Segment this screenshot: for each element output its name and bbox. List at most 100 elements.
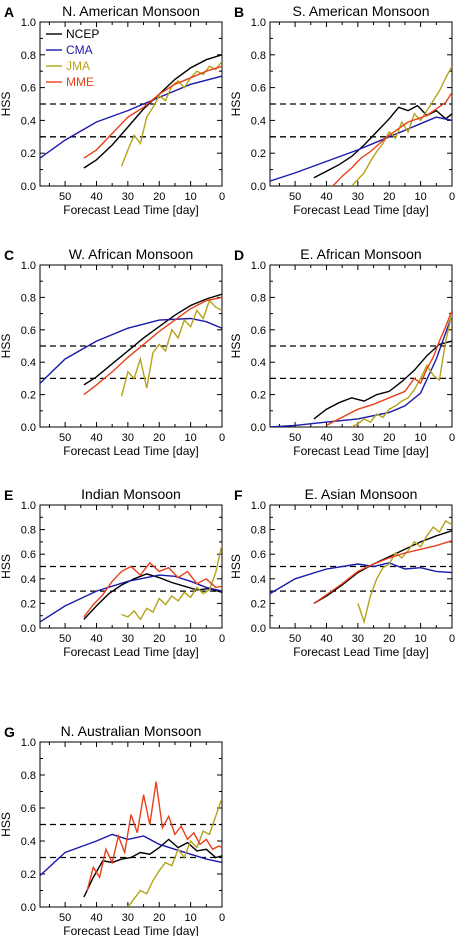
y-axis-label: HSS: [229, 554, 243, 579]
y-tick-label: 0.0: [21, 623, 36, 635]
y-tick-label: 0.2: [21, 148, 36, 160]
series-line-mme: [83, 65, 222, 159]
y-tick-label: 0.6: [21, 325, 36, 337]
y-tick-label: 1.0: [21, 737, 36, 749]
y-tick-label: 0.2: [21, 390, 36, 402]
y-tick-label: 0.8: [21, 770, 36, 782]
series-line-mme: [86, 781, 222, 891]
x-tick-label: 0: [219, 191, 225, 203]
series-line-cma: [40, 833, 222, 877]
panel-letter: D: [234, 247, 244, 263]
x-tick-label: 0: [219, 912, 225, 924]
panel-e: 0.0 0.2 0.4 0.6 0.8 1.0 50 40 30 20 10 0 Forecast Le…: [0, 486, 225, 659]
series-line-ncep: [313, 340, 452, 420]
x-tick-label: 30: [122, 191, 134, 203]
x-axis-label: Forecast Lead Time [day]: [293, 444, 428, 458]
series-line-mme: [332, 92, 452, 186]
y-tick-label: 0.0: [21, 422, 36, 434]
x-tick-label: 40: [90, 633, 102, 645]
x-tick-label: 50: [289, 633, 301, 645]
x-tick-label: 20: [383, 191, 395, 203]
panel-f: 0.0 0.2 0.4 0.6 0.8 1.0 50 40 30 20 10 0 Forecast Le…: [229, 486, 455, 659]
x-tick-label: 20: [153, 633, 165, 645]
y-tick-label: 0.4: [251, 574, 266, 586]
x-tick-label: 50: [59, 633, 71, 645]
x-tick-label: 50: [59, 912, 71, 924]
x-tick-label: 20: [153, 191, 165, 203]
series-line-cma: [40, 75, 222, 159]
x-tick-label: 0: [449, 191, 455, 203]
panel-letter: A: [4, 4, 14, 20]
x-tick-label: 10: [184, 912, 196, 924]
y-axis-label: HSS: [229, 334, 243, 359]
panel-b: 0.0 0.2 0.4 0.6 0.8 1.0 50 40 30 20 10 0 Forecast Le…: [229, 3, 455, 217]
y-tick-label: 0.2: [251, 148, 266, 160]
y-tick-label: 0.2: [21, 869, 36, 881]
series-line-jma: [127, 797, 222, 907]
panel-letter: C: [4, 247, 14, 263]
legend-label-ncep: NCEP: [66, 27, 99, 41]
x-axis-label: Forecast Lead Time [day]: [293, 203, 428, 217]
panel-letter: E: [4, 487, 13, 503]
panel-title: E. Asian Monsoon: [305, 486, 418, 502]
y-tick-label: 0.0: [251, 181, 266, 193]
x-tick-label: 40: [90, 191, 102, 203]
series-line-jma: [121, 544, 222, 621]
y-axis-label: HSS: [0, 334, 13, 359]
x-tick-label: 30: [122, 633, 134, 645]
series-line-mme: [313, 540, 452, 604]
y-tick-label: 0.0: [251, 422, 266, 434]
x-tick-label: 50: [289, 191, 301, 203]
series-line-cma: [270, 116, 452, 182]
x-tick-label: 30: [352, 633, 364, 645]
panel-title: Indian Monsoon: [81, 486, 181, 502]
y-axis-label: HSS: [0, 554, 13, 579]
y-tick-label: 1.0: [251, 260, 266, 272]
y-tick-label: 0.0: [21, 902, 36, 914]
x-tick-label: 50: [59, 191, 71, 203]
panel-letter: F: [234, 487, 243, 503]
y-tick-label: 0.4: [21, 574, 36, 586]
y-axis-label: HSS: [0, 812, 13, 837]
x-axis-label: Forecast Lead Time [day]: [63, 924, 198, 936]
series-line-mme: [83, 296, 222, 396]
y-tick-label: 0.8: [21, 292, 36, 304]
y-tick-label: 0.8: [251, 50, 266, 62]
y-tick-label: 0.6: [21, 549, 36, 561]
series-line-cma: [40, 574, 222, 623]
y-axis-label: HSS: [0, 92, 13, 117]
panel-letter: G: [4, 724, 15, 740]
series-line-ncep: [83, 54, 222, 169]
x-tick-label: 30: [352, 432, 364, 444]
y-tick-label: 0.2: [21, 598, 36, 610]
series-line-cma: [270, 562, 452, 595]
x-tick-label: 40: [320, 191, 332, 203]
y-tick-label: 0.4: [21, 836, 36, 848]
y-tick-label: 1.0: [21, 500, 36, 512]
y-tick-label: 0.4: [251, 115, 266, 127]
x-axis-label: Forecast Lead Time [day]: [63, 203, 198, 217]
x-tick-label: 40: [90, 912, 102, 924]
y-tick-label: 0.2: [251, 390, 266, 402]
x-tick-label: 30: [122, 432, 134, 444]
x-tick-label: 50: [289, 432, 301, 444]
panel-title: S. American Monsoon: [293, 3, 430, 19]
series-line-cma: [40, 317, 222, 384]
x-tick-label: 30: [122, 912, 134, 924]
legend-label-mme: MME: [66, 75, 94, 89]
series-line-cma: [270, 314, 452, 427]
series-line-mme: [83, 561, 222, 618]
x-tick-label: 40: [320, 633, 332, 645]
panel-letter: B: [234, 4, 244, 20]
panel-title: N. Australian Monsoon: [61, 723, 202, 739]
y-tick-label: 0.0: [251, 623, 266, 635]
x-tick-label: 10: [184, 432, 196, 444]
y-tick-label: 0.6: [21, 803, 36, 815]
series-line-jma: [120, 299, 222, 397]
y-tick-label: 0.8: [251, 525, 266, 537]
panel-g: 0.0 0.2 0.4 0.6 0.8 1.0 50 40 30 20 10 0 Forecast Le…: [0, 723, 225, 936]
legend-label-jma: JMA: [66, 59, 90, 73]
y-tick-label: 1.0: [251, 500, 266, 512]
y-tick-label: 0.4: [21, 115, 36, 127]
y-axis-label: HSS: [229, 92, 243, 117]
